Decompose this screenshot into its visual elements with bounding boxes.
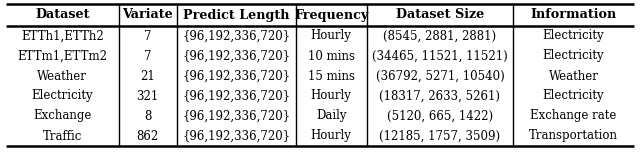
Text: Dataset: Dataset <box>35 9 90 21</box>
Text: Electricity: Electricity <box>543 50 604 62</box>
Text: {96,192,336,720}: {96,192,336,720} <box>182 69 291 83</box>
Text: 321: 321 <box>136 90 159 102</box>
Text: ETTh1,ETTh2: ETTh1,ETTh2 <box>21 29 104 43</box>
Text: (12185, 1757, 3509): (12185, 1757, 3509) <box>380 130 500 143</box>
Text: 8: 8 <box>144 109 152 123</box>
Text: Variate: Variate <box>122 9 173 21</box>
Text: Information: Information <box>531 9 617 21</box>
Text: Dataset Size: Dataset Size <box>396 9 484 21</box>
Text: (8545, 2881, 2881): (8545, 2881, 2881) <box>383 29 497 43</box>
Text: Exchange rate: Exchange rate <box>531 109 617 123</box>
Text: (5120, 665, 1422): (5120, 665, 1422) <box>387 109 493 123</box>
Text: Frequency: Frequency <box>294 9 369 21</box>
Text: Predict Length: Predict Length <box>183 9 289 21</box>
Text: ETTm1,ETTm2: ETTm1,ETTm2 <box>17 50 108 62</box>
Text: {96,192,336,720}: {96,192,336,720} <box>182 90 291 102</box>
Text: Traffic: Traffic <box>43 130 82 143</box>
Text: Weather: Weather <box>548 69 598 83</box>
Text: Hourly: Hourly <box>311 130 352 143</box>
Text: {96,192,336,720}: {96,192,336,720} <box>182 109 291 123</box>
Text: Electricity: Electricity <box>543 29 604 43</box>
Text: 862: 862 <box>136 130 159 143</box>
Text: Hourly: Hourly <box>311 29 352 43</box>
Text: (36792, 5271, 10540): (36792, 5271, 10540) <box>376 69 504 83</box>
Text: 15 mins: 15 mins <box>308 69 355 83</box>
Text: 7: 7 <box>144 50 152 62</box>
Text: Hourly: Hourly <box>311 90 352 102</box>
Text: {96,192,336,720}: {96,192,336,720} <box>182 130 291 143</box>
Text: Electricity: Electricity <box>543 90 604 102</box>
Text: 21: 21 <box>140 69 155 83</box>
Text: Weather: Weather <box>37 69 87 83</box>
Text: 7: 7 <box>144 29 152 43</box>
Text: (18317, 2633, 5261): (18317, 2633, 5261) <box>380 90 500 102</box>
Text: Electricity: Electricity <box>31 90 93 102</box>
Text: {96,192,336,720}: {96,192,336,720} <box>182 29 291 43</box>
Text: Transportation: Transportation <box>529 130 618 143</box>
Text: Exchange: Exchange <box>33 109 92 123</box>
Text: {96,192,336,720}: {96,192,336,720} <box>182 50 291 62</box>
Text: (34465, 11521, 11521): (34465, 11521, 11521) <box>372 50 508 62</box>
Text: Daily: Daily <box>316 109 346 123</box>
Text: 10 mins: 10 mins <box>308 50 355 62</box>
